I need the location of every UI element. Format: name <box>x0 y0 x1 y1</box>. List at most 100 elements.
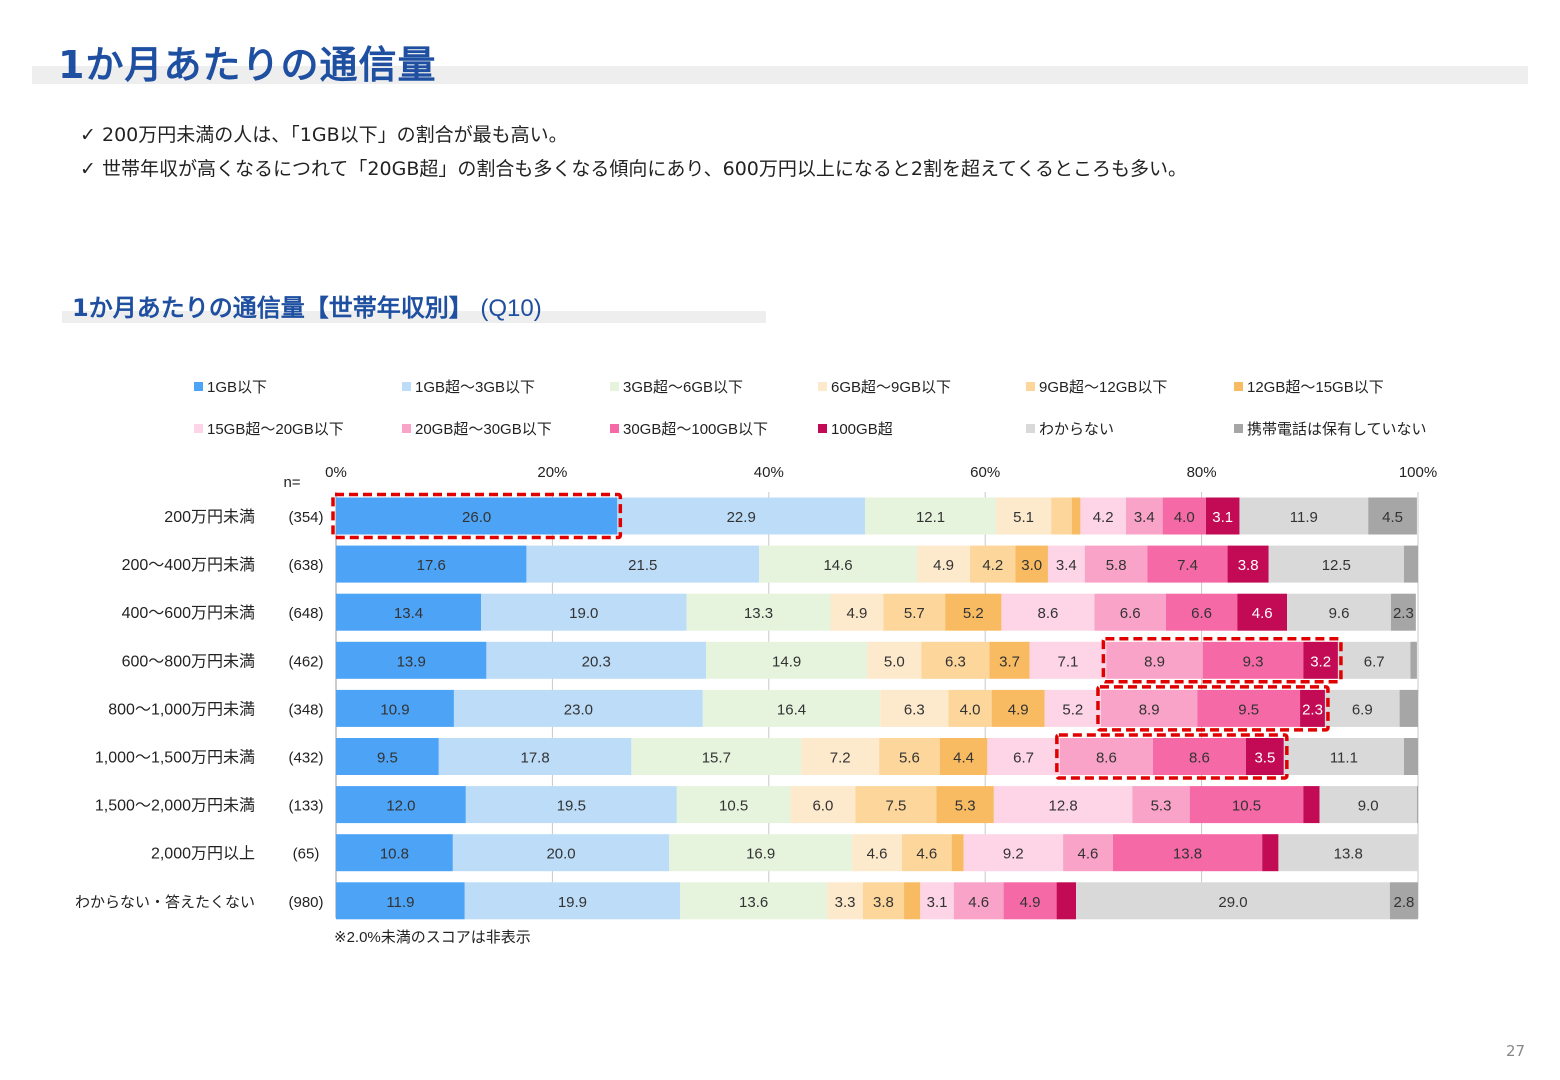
bar-segment <box>790 786 856 824</box>
bar-segment <box>336 641 487 679</box>
question-number: (Q10) <box>480 295 542 322</box>
legend-swatch <box>194 382 203 391</box>
x-tick-label: 20% <box>537 464 567 481</box>
bar-segment <box>917 545 971 583</box>
data-label: 11.9 <box>386 894 414 911</box>
data-label: 5.1 <box>1013 509 1034 526</box>
bar-segment <box>948 689 992 727</box>
bar-segment <box>1205 497 1240 535</box>
bar-segment <box>1051 497 1072 535</box>
bar-segment <box>336 545 527 583</box>
legend-label: 1GB超～3GB以下 <box>415 379 535 396</box>
legend-label: 20GB超～30GB以下 <box>415 421 552 438</box>
bar-segment <box>993 786 1133 824</box>
data-label: 11.9 <box>1290 509 1318 526</box>
chart-subtitle-text: 1か月あたりの通信量【世帯年収別】 <box>72 294 473 322</box>
data-label: 14.9 <box>772 653 801 670</box>
data-label: 3.7 <box>999 653 1020 670</box>
data-label: 20.0 <box>546 846 575 863</box>
bar-segment <box>921 641 990 679</box>
bar-segment <box>680 882 828 920</box>
data-label: 12.8 <box>1049 798 1078 815</box>
page-number: 27 <box>1506 1042 1526 1060</box>
bar-segment <box>617 497 866 535</box>
bar-segment <box>1084 545 1148 583</box>
data-label: 6.6 <box>1191 605 1212 622</box>
data-label: 7.1 <box>1058 653 1079 670</box>
data-label: 4.6 <box>1252 605 1273 622</box>
bar-segment <box>1337 641 1411 679</box>
data-label: 3.1 <box>1212 509 1233 526</box>
bar-segment <box>1029 641 1107 679</box>
bar-segment <box>1410 641 1417 679</box>
n-value: (980) <box>288 894 323 911</box>
bar-segment <box>1112 834 1263 872</box>
data-label: 3.1 <box>927 894 948 911</box>
bar-segment <box>951 834 964 872</box>
data-label: 6.7 <box>1013 750 1034 767</box>
data-label: 8.6 <box>1189 750 1210 767</box>
data-label: 3.2 <box>1310 653 1331 670</box>
x-tick-label: 40% <box>754 464 784 481</box>
data-label: 6.3 <box>904 701 925 718</box>
bar-segment <box>1189 786 1304 824</box>
bar-segment <box>1100 689 1198 727</box>
bar-segment <box>1237 593 1288 631</box>
bar-segment <box>453 689 703 727</box>
bar-segment <box>989 641 1030 679</box>
data-label: 17.6 <box>417 557 446 574</box>
bar-segment <box>827 882 863 920</box>
bar-segment <box>1389 882 1418 920</box>
data-label: 3.4 <box>1056 557 1077 574</box>
data-label: 16.9 <box>746 846 775 863</box>
bar-segment <box>901 834 952 872</box>
bar-segment <box>526 545 760 583</box>
legend-label: 9GB超～12GB以下 <box>1039 379 1167 396</box>
legend-label: 1GB以下 <box>207 379 267 396</box>
data-label: 4.9 <box>847 605 868 622</box>
bar-segment <box>1125 497 1163 535</box>
bar-segment <box>465 786 677 824</box>
data-label: 5.8 <box>1106 557 1127 574</box>
bar-segment <box>1003 882 1057 920</box>
bar-segment <box>963 834 1064 872</box>
data-label: 13.4 <box>394 605 423 622</box>
bar-segment <box>1268 545 1404 583</box>
bar-segment <box>1324 689 1400 727</box>
data-label: 13.8 <box>1334 846 1363 863</box>
bar-segment <box>438 738 632 775</box>
bar-segment <box>1303 641 1338 679</box>
category-label: 1,500～2,000万円未満 <box>95 797 255 815</box>
bar-segment <box>631 738 802 775</box>
x-tick-label: 60% <box>970 464 1000 481</box>
bar-segment <box>1227 545 1269 583</box>
bar-segment <box>904 882 921 920</box>
data-label: 13.8 <box>1173 846 1202 863</box>
bar-segment <box>1390 593 1416 631</box>
highlight-box <box>1096 685 1330 732</box>
category-label: 800～1,000万円未満 <box>108 700 255 718</box>
data-label: 4.5 <box>1382 509 1403 526</box>
bar-segment <box>1044 689 1101 727</box>
legend-label: 30GB超～100GB以下 <box>623 421 768 438</box>
data-label: 5.7 <box>904 605 925 622</box>
bar-segment <box>1047 545 1085 583</box>
data-label: 16.4 <box>777 701 806 718</box>
category-label: 600～800万円未満 <box>122 652 255 670</box>
bullet-item: ✓ 200万円未満の人は、「1GB以下」の割合が最も高い。 <box>80 118 1187 152</box>
data-label: 19.5 <box>557 798 586 815</box>
bar-segment <box>936 786 994 824</box>
bar-segment <box>1162 497 1206 535</box>
bar-segment <box>862 882 905 920</box>
data-label: 9.0 <box>1358 798 1379 815</box>
bar-segment <box>883 593 946 631</box>
legend-swatch <box>1234 382 1243 391</box>
data-label: 4.4 <box>953 750 974 767</box>
bar-segment <box>855 786 937 824</box>
data-label: 4.2 <box>1093 509 1114 526</box>
bar-segment <box>1287 593 1391 631</box>
data-label: 4.2 <box>982 557 1003 574</box>
data-label: 9.5 <box>377 750 398 767</box>
legend-swatch <box>818 382 827 391</box>
data-label: 3.8 <box>1238 557 1259 574</box>
